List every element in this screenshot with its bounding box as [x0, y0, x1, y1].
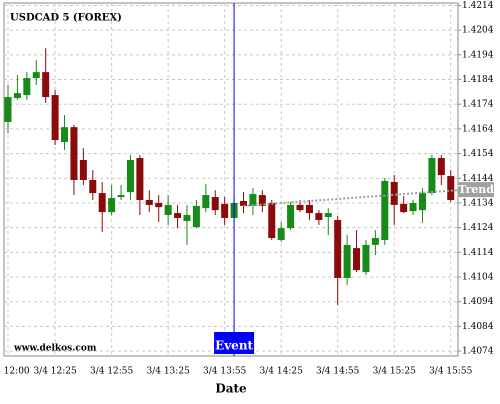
- candle-body: [117, 195, 125, 198]
- x-tick-label: 3/4 12:00: [0, 367, 30, 377]
- candle-body: [108, 198, 116, 213]
- candle-body: [23, 78, 31, 96]
- chart-title: USDCAD 5 (FOREX): [10, 13, 122, 24]
- x-axis-label: Date: [215, 382, 247, 396]
- candle-body: [381, 180, 389, 240]
- y-tick-label: 1.4184: [462, 75, 494, 85]
- y-tick-label: 1.4204: [462, 26, 494, 36]
- y-tick-label: 1.4164: [462, 124, 494, 134]
- candle-body: [334, 219, 342, 278]
- candle-body: [305, 204, 313, 214]
- candle-body: [98, 193, 106, 213]
- candle-body: [79, 159, 87, 180]
- x-tick-label: 3/4 15:25: [373, 367, 417, 377]
- candle-body: [343, 244, 351, 278]
- candle-body: [174, 213, 182, 219]
- y-tick-label: 1.4174: [462, 100, 494, 110]
- candle-body: [296, 204, 304, 211]
- candle-body: [371, 238, 379, 245]
- y-tick-label: 1.4194: [462, 50, 494, 60]
- candle-body: [287, 204, 295, 229]
- candle-body: [155, 202, 163, 208]
- candle-body: [409, 202, 417, 212]
- candle-body: [42, 72, 50, 98]
- candle-body: [390, 181, 398, 205]
- event-label-box: [214, 332, 255, 354]
- candle-body: [183, 215, 191, 221]
- candle-body: [136, 158, 144, 200]
- x-tick-label: 3/4 13:55: [203, 367, 247, 377]
- y-tick-label: 1.4124: [462, 223, 494, 233]
- candle-body: [51, 95, 59, 141]
- y-tick-label: 1.4084: [462, 322, 494, 332]
- candle-body: [89, 179, 97, 194]
- plot-frame: [3, 2, 459, 357]
- y-tick-label: 1.4114: [462, 248, 494, 258]
- candle-body: [268, 202, 276, 239]
- x-tick-label: 3/4 12:55: [90, 367, 134, 377]
- candle-body: [13, 93, 21, 99]
- candle-body: [249, 194, 257, 206]
- x-tick-label: 3/4 12:25: [33, 367, 77, 377]
- y-tick-label: 1.4104: [462, 273, 494, 283]
- candle-body: [32, 72, 40, 79]
- candle-body: [362, 244, 370, 273]
- candle-body: [353, 248, 361, 271]
- candle-body: [145, 199, 153, 205]
- watermark: www.delkos.com: [13, 344, 97, 354]
- y-tick-label: 1.4214: [462, 1, 494, 11]
- y-tick-label: 1.4134: [462, 198, 494, 208]
- candle-body: [164, 204, 172, 216]
- candle-body: [315, 213, 323, 220]
- candle-body: [437, 158, 445, 176]
- candle-body: [211, 197, 219, 211]
- candle-body: [428, 158, 436, 194]
- candle-body: [192, 205, 200, 228]
- trend-label-box: [458, 182, 494, 198]
- candle-body: [240, 200, 247, 206]
- x-tick-label: 3/4 14:25: [260, 367, 304, 377]
- candle-body: [70, 127, 78, 180]
- x-tick-label: 3/4 13:25: [146, 367, 190, 377]
- candle-body: [400, 203, 408, 213]
- x-tick-label: 3/4 15:55: [429, 367, 473, 377]
- candle-body: [202, 195, 210, 209]
- candle-body: [277, 228, 285, 240]
- grid: [4, 3, 458, 356]
- x-tick-label: 3/4 14:55: [316, 367, 360, 377]
- y-tick-label: 1.4074: [462, 347, 494, 357]
- candle-body: [221, 203, 229, 219]
- candle-body: [61, 127, 69, 142]
- y-tick-label: 1.4094: [462, 297, 494, 307]
- candle-body: [4, 97, 12, 122]
- y-tick-label: 1.4154: [462, 149, 494, 159]
- trend-label: Trend: [458, 183, 494, 196]
- candle-body: [447, 176, 455, 200]
- candle-body: [126, 159, 134, 193]
- y-tick-label: 1.4144: [462, 174, 494, 184]
- candle-body: [324, 213, 332, 218]
- candle-body: [418, 193, 426, 211]
- candle-body: [258, 195, 266, 206]
- event-label: Event: [215, 339, 253, 353]
